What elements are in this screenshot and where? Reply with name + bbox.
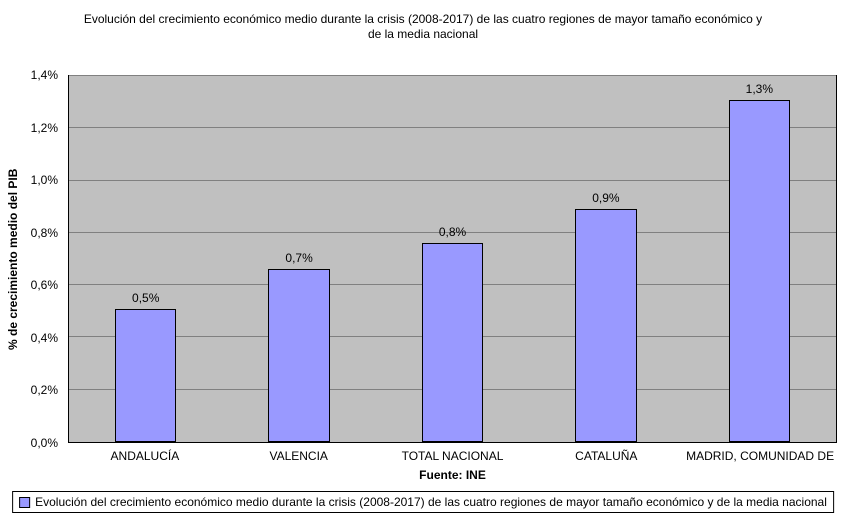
bar [575, 209, 637, 442]
y-tick-label: 1,2% [30, 120, 58, 135]
bar-value-label: 0,8% [438, 225, 467, 240]
category-label: ANDALUCÍA [110, 449, 180, 463]
y-tick-label: 0,6% [30, 278, 58, 293]
gridline [69, 179, 836, 181]
bar-slot: 0,7% [222, 76, 375, 442]
y-axis-tick-labels: 0,0% 0,2% 0,4% 0,6% 0,8% 1,0% 1,2% 1,4% [0, 68, 62, 450]
category-label: TOTAL NACIONAL [401, 449, 504, 463]
bar-slot: 0,5% [69, 76, 222, 442]
legend-label: Evolución del crecimiento económico medi… [35, 495, 827, 509]
y-tick-label: 0,2% [30, 383, 58, 398]
gridline [69, 127, 836, 129]
bar-slot: 0,8% [376, 76, 529, 442]
category-label: VALENCIA [269, 449, 328, 463]
gridline [69, 75, 836, 76]
chart-title-line2: de la media nacional [367, 27, 479, 41]
bar [115, 308, 177, 442]
bar-value-label: 0,9% [592, 191, 620, 206]
legend-series-marker-icon [19, 496, 31, 508]
bar [728, 99, 790, 442]
y-tick-label: 0,8% [30, 225, 58, 240]
bar [268, 269, 330, 442]
category-label: CATALUÑA [575, 449, 638, 463]
chart-title: Evolución del crecimiento económico medi… [0, 12, 846, 42]
plot-area: 0,5% 0,7% 0,8% 0,9% 1,3% [68, 75, 837, 443]
y-tick-label: 1,4% [30, 68, 58, 82]
bar-value-label: 1,3% [745, 81, 773, 96]
x-axis-title: Fuente: INE [419, 468, 486, 482]
gridline [69, 231, 836, 233]
y-tick-label: 0,0% [30, 436, 58, 450]
y-tick-label: 1,0% [30, 173, 58, 188]
chart-title-line1: Evolución del crecimiento económico medi… [83, 12, 763, 26]
x-axis-category-labels: ANDALUCÍA VALENCIA TOTAL NACIONAL CATALUÑA M… [68, 449, 837, 463]
bar-slot: 0,9% [529, 76, 682, 442]
bar-value-label: 0,7% [285, 251, 313, 266]
category-label: MADRID, COMUNIDAD DE [686, 449, 835, 463]
bar-series: 0,5% 0,7% 0,8% 0,9% 1,3% [69, 76, 836, 442]
bar [421, 243, 484, 442]
legend: Evolución del crecimiento económico medi… [12, 491, 834, 513]
y-tick-label: 0,4% [30, 330, 58, 345]
bar-value-label: 0,5% [132, 290, 160, 305]
bar-slot: 1,3% [683, 76, 836, 442]
